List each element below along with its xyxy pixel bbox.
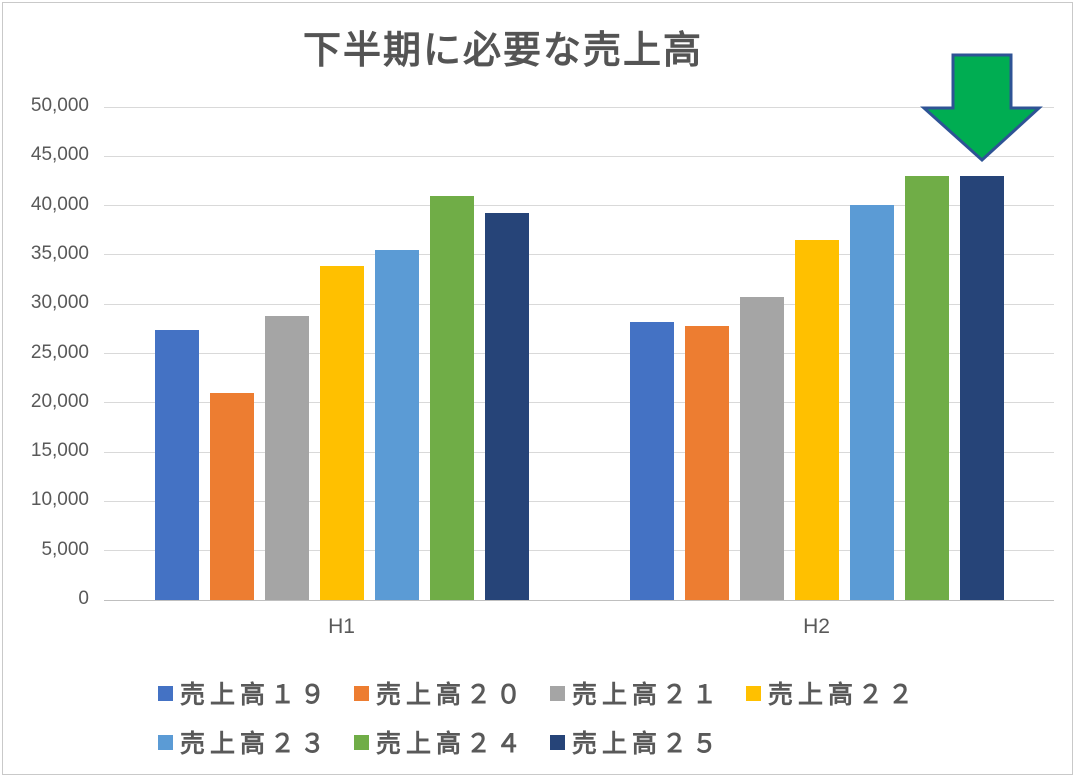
bar-h1-series-5 bbox=[374, 250, 419, 600]
x-axis-line bbox=[104, 599, 1054, 601]
bar-h2-series-2 bbox=[684, 326, 729, 600]
legend-swatch-icon bbox=[550, 734, 566, 750]
bar-h1-series-1 bbox=[154, 330, 199, 600]
bar-h1-series-2 bbox=[209, 393, 254, 600]
legend-row: 売上高２３ 売上高２４ 売上高２５ bbox=[158, 724, 942, 760]
legend-swatch-icon bbox=[158, 734, 173, 750]
legend-swatch-icon bbox=[158, 685, 173, 701]
y-tick-label: 0 bbox=[78, 588, 89, 609]
legend-label: 売上高２３ bbox=[180, 730, 331, 758]
legend-item-series-3: 売上高２１ bbox=[550, 675, 722, 711]
legend-item-series-2: 売上高２０ bbox=[354, 675, 526, 711]
legend-swatch-icon bbox=[354, 685, 370, 701]
gridline bbox=[104, 500, 1054, 502]
legend-label: 売上高２０ bbox=[376, 681, 527, 709]
chart-title: 下半期に必要な売上高 bbox=[302, 30, 703, 72]
legend-label: 売上高２５ bbox=[572, 730, 723, 758]
x-category-label-h1: H1 bbox=[328, 615, 355, 638]
gridline bbox=[104, 451, 1054, 453]
legend-label: 売上高１９ bbox=[180, 681, 331, 709]
legend-label: 売上高２４ bbox=[376, 730, 527, 758]
bar-h1-series-7 bbox=[484, 213, 529, 600]
gridline bbox=[104, 303, 1054, 305]
legend-item-series-4: 売上高２２ bbox=[746, 675, 918, 711]
legend-item-series-1: 売上高１９ bbox=[158, 675, 330, 711]
bar-h2-series-1 bbox=[629, 322, 674, 600]
y-tick-label: 10,000 bbox=[30, 489, 89, 511]
legend: 売上高１９ 売上高２０ 売上高２１ 売上高２２ 売上高２３ 売上高２４ 売上高２５ bbox=[158, 675, 942, 760]
bar-group-h1 bbox=[104, 196, 579, 600]
bar-h2-series-6 bbox=[904, 176, 949, 600]
legend-label: 売上高２２ bbox=[768, 681, 919, 709]
y-tick-label: 30,000 bbox=[30, 292, 89, 314]
bar-h2-series-3 bbox=[739, 297, 784, 600]
legend-item-series-7: 売上高２５ bbox=[550, 724, 722, 760]
gridline bbox=[104, 106, 1054, 108]
x-category-label-h2: H2 bbox=[803, 615, 830, 638]
gridline bbox=[104, 254, 1054, 256]
y-tick-label: 5,000 bbox=[41, 538, 89, 560]
y-tick-label: 45,000 bbox=[30, 144, 89, 166]
bar-group-h2 bbox=[579, 176, 1054, 600]
legend-row: 売上高１９ 売上高２０ 売上高２１ 売上高２２ bbox=[158, 675, 942, 711]
y-tick-label: 15,000 bbox=[30, 440, 89, 462]
plot-area bbox=[104, 106, 1054, 601]
legend-item-series-6: 売上高２４ bbox=[354, 724, 526, 760]
legend-item-series-5: 売上高２３ bbox=[158, 724, 330, 760]
y-tick-label: 25,000 bbox=[30, 341, 89, 363]
gridline bbox=[104, 550, 1054, 552]
y-tick-label: 50,000 bbox=[30, 95, 89, 116]
legend-swatch-icon bbox=[746, 685, 762, 701]
bar-h2-series-4 bbox=[794, 240, 839, 600]
gridline bbox=[104, 155, 1054, 157]
legend-label: 売上高２１ bbox=[572, 681, 723, 709]
bar-h1-series-4 bbox=[319, 266, 364, 600]
bar-h2-series-5 bbox=[849, 205, 894, 600]
gridline bbox=[104, 205, 1054, 207]
y-tick-label: 40,000 bbox=[30, 193, 89, 215]
y-tick-label: 35,000 bbox=[30, 242, 89, 264]
y-tick-label: 20,000 bbox=[30, 390, 89, 412]
gridline bbox=[104, 353, 1054, 354]
bar-h1-series-3 bbox=[264, 316, 309, 600]
legend-swatch-icon bbox=[354, 734, 370, 750]
bar-h2-series-7 bbox=[959, 176, 1004, 600]
gridline bbox=[104, 402, 1054, 404]
legend-swatch-icon bbox=[550, 685, 566, 701]
bar-h1-series-6 bbox=[429, 196, 474, 600]
